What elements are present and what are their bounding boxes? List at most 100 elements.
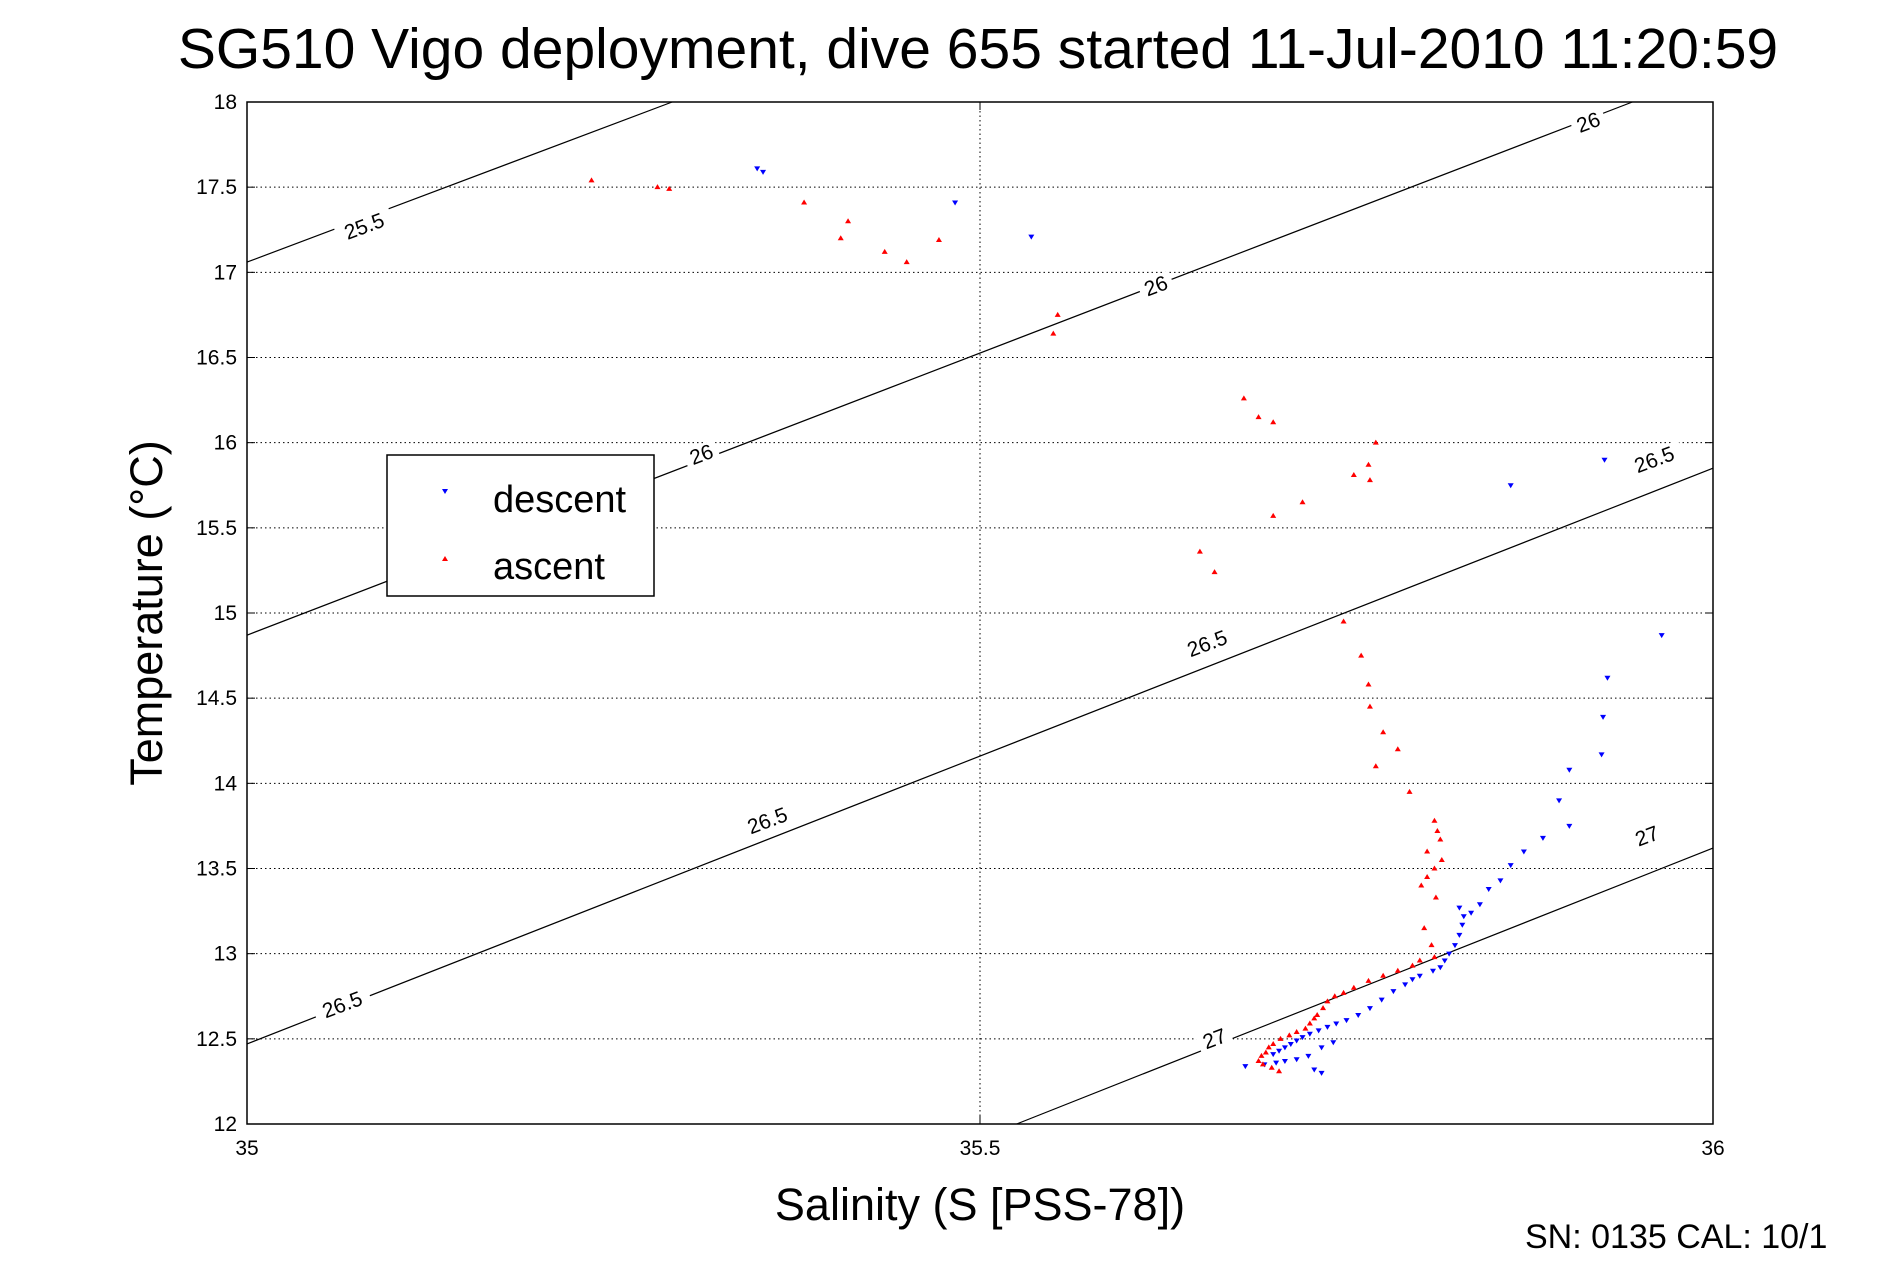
ascent-point <box>1340 618 1347 624</box>
descent-point <box>1028 234 1035 240</box>
descent-point <box>1378 997 1385 1003</box>
ascent-point <box>666 185 673 191</box>
ascent-point <box>1320 1005 1327 1011</box>
contour-label-gap <box>1136 270 1176 302</box>
descent-point <box>952 200 959 206</box>
isopycnal-25.5 <box>246 101 673 263</box>
ascent-point <box>1421 925 1428 931</box>
ascent-point <box>1424 874 1431 880</box>
ascent-point <box>1372 439 1379 445</box>
ascent-point <box>1302 1025 1309 1031</box>
legend: descent ascent <box>386 454 655 597</box>
y-tick-label: 12 <box>214 1113 237 1136</box>
ascent-point <box>1293 1029 1300 1035</box>
ascent-point <box>1394 967 1401 973</box>
ascent-point <box>1270 419 1277 425</box>
ascent-point <box>1434 828 1441 834</box>
contour-label: 26.5 <box>1623 440 1686 480</box>
y-axis-ticks: 12 12.5 13 13.5 14 14.5 15 15.5 16 16.5 17 17.5 18 <box>196 91 1713 1136</box>
legend-descent-marker <box>442 489 448 494</box>
ascent-point <box>1268 1064 1275 1070</box>
descent-point <box>1315 1028 1322 1034</box>
descent-point <box>1324 1024 1331 1030</box>
ascent-point <box>1258 1052 1265 1058</box>
contour-label: 26 <box>682 439 721 470</box>
ascent-point <box>1350 984 1357 990</box>
descent-point <box>1409 977 1416 983</box>
descent-point <box>1556 798 1563 804</box>
ascent-point <box>1431 865 1438 871</box>
y-tick-label: 16.5 <box>196 347 237 370</box>
descent-point <box>1281 1045 1288 1051</box>
descent-point <box>1437 965 1444 971</box>
descent-point <box>1366 1006 1373 1012</box>
isopycnal-26.5 <box>246 467 1714 1045</box>
ascent-point <box>1365 977 1372 983</box>
contour-label-text: 26.5 <box>319 987 365 1023</box>
contour-label-gap <box>1623 440 1686 480</box>
descent-point <box>1276 1048 1283 1054</box>
ascent-point <box>1406 788 1413 794</box>
ascent-point <box>1054 311 1061 317</box>
ascent-point <box>1259 1061 1266 1067</box>
descent-point <box>1281 1058 1288 1064</box>
contour-label: 26 <box>1568 107 1608 138</box>
ascent-point <box>1286 1032 1293 1038</box>
descent-point <box>1460 914 1467 920</box>
ascent-point <box>1306 1020 1313 1026</box>
descent-point <box>1507 863 1514 869</box>
descent-point <box>1566 767 1573 773</box>
ascent-point <box>1340 989 1347 995</box>
ascent-point <box>654 184 661 190</box>
y-tick-label: 17.5 <box>196 176 237 199</box>
ascent-point <box>1437 836 1444 842</box>
ascent-point <box>1196 548 1203 554</box>
contour-label-text: 26.5 <box>1631 442 1677 478</box>
ascent-point <box>1394 746 1401 752</box>
ascent-point <box>1409 962 1416 968</box>
descent-point <box>1456 905 1463 911</box>
contour-label-gap <box>333 206 395 246</box>
data-points <box>588 166 1665 1076</box>
ascent-point <box>1431 954 1438 960</box>
descent-point <box>1456 932 1463 938</box>
descent-point <box>1355 1012 1362 1018</box>
descent-point <box>1330 1040 1337 1046</box>
y-tick-label: 12.5 <box>196 1028 237 1051</box>
ascent-point <box>1262 1049 1269 1055</box>
ascent-point <box>1255 1057 1262 1063</box>
ascent-point <box>1380 972 1387 978</box>
ascent-point <box>1350 472 1357 478</box>
y-tick-label: 13 <box>214 943 237 966</box>
descent-point <box>1468 910 1475 916</box>
ascent-point <box>1424 848 1431 854</box>
y-tick-label: 16 <box>214 432 237 455</box>
descent-point <box>754 166 761 172</box>
descent-point <box>1306 1031 1313 1037</box>
ascent-point <box>1416 957 1423 963</box>
ascent-point <box>1380 729 1387 735</box>
ascent-point <box>1299 499 1306 505</box>
descent-point <box>1318 1070 1325 1076</box>
descent-point <box>1311 1067 1318 1073</box>
contour-label-gap <box>682 439 721 470</box>
x-tick-label: 35.5 <box>960 1137 1001 1160</box>
footer-calibration: SN: 0135 CAL: 10/1 <box>1525 1218 1827 1256</box>
descent-point <box>1459 922 1466 928</box>
descent-point <box>1343 1018 1350 1024</box>
contour-label-gap <box>736 801 799 841</box>
ascent-point <box>1255 414 1262 420</box>
ascent-point <box>1265 1044 1272 1050</box>
chart-title: SG510 Vigo deployment, dive 655 started … <box>178 17 1778 81</box>
descent-point <box>1600 714 1607 720</box>
ascent-point <box>801 199 808 205</box>
descent-point <box>1242 1064 1249 1070</box>
ascent-point <box>1314 1011 1321 1017</box>
descent-point <box>1658 633 1665 639</box>
contour-label-gap <box>1568 107 1608 138</box>
descent-point <box>1598 752 1605 758</box>
ascent-point <box>1431 817 1438 823</box>
descent-point <box>1273 1060 1280 1066</box>
contour-label-text: 25.5 <box>341 209 387 245</box>
